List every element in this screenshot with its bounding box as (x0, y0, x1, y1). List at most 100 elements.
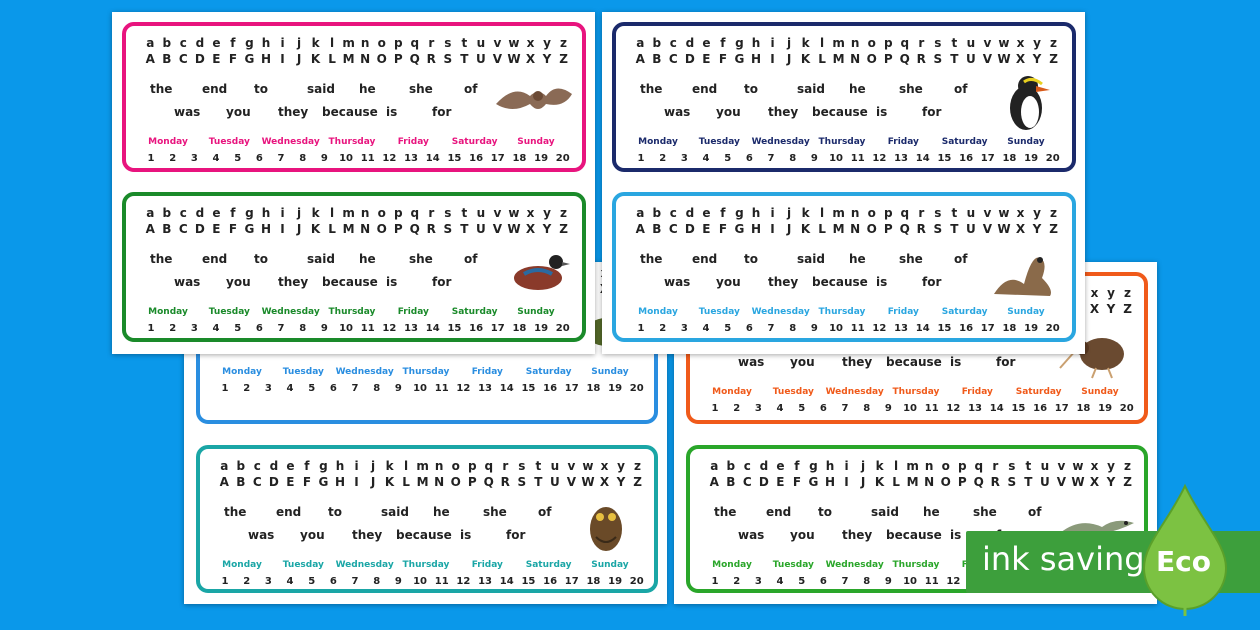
sight-word: end (276, 505, 302, 519)
letter-lowercase: k (311, 206, 320, 220)
number-label: 6 (329, 576, 337, 587)
letter-uppercase: V (492, 222, 503, 236)
number-label: 1 (147, 153, 155, 164)
number-label: 6 (329, 383, 337, 394)
letter-uppercase: W (1071, 475, 1085, 489)
letter-lowercase: k (875, 459, 884, 473)
number-label: 13 (478, 383, 493, 394)
letter-lowercase: w (508, 36, 520, 50)
letter-lowercase: p (467, 459, 477, 473)
sight-word: said (871, 505, 899, 519)
letter-uppercase: Q (973, 475, 984, 489)
letter-uppercase: O (866, 52, 877, 66)
letter-uppercase: I (770, 222, 775, 236)
number-label: 7 (841, 576, 849, 587)
letter-lowercase: d (195, 36, 205, 50)
letter-uppercase: G (244, 222, 255, 236)
number-label: 16 (543, 576, 558, 587)
sight-word: said (797, 252, 825, 266)
penguin-icon (1010, 76, 1050, 130)
letter-uppercase: K (310, 222, 321, 236)
day-label: Friday (471, 560, 503, 570)
letter-uppercase: H (824, 475, 835, 489)
letter-lowercase: o (377, 206, 386, 220)
number-label: 2 (243, 383, 251, 394)
letter-uppercase: E (776, 475, 785, 489)
letter-lowercase: g (735, 36, 744, 50)
letter-uppercase: A (635, 222, 645, 236)
letter-uppercase: J (786, 52, 792, 66)
number-label: 4 (776, 403, 784, 414)
day-label: Thursday (328, 307, 376, 317)
letter-uppercase: P (957, 475, 967, 489)
letter-uppercase: C (668, 52, 678, 66)
sight-word: for (922, 275, 942, 289)
letter-lowercase: w (998, 206, 1010, 220)
letter-lowercase: s (444, 36, 452, 50)
letter-lowercase: a (220, 459, 229, 473)
letter-uppercase: S (443, 222, 453, 236)
day-label: Friday (961, 387, 993, 397)
letter-lowercase: b (652, 206, 662, 220)
day-label: Thursday (818, 307, 866, 317)
letter-lowercase: p (393, 36, 403, 50)
letter-lowercase: q (484, 459, 494, 473)
day-label: Saturday (451, 137, 498, 147)
letter-lowercase: b (236, 459, 246, 473)
letter-uppercase: Z (1123, 302, 1132, 316)
days-row: Monday Tuesday Wednesday Thursday Friday Satu… (138, 307, 566, 317)
sight-word: the (714, 505, 737, 519)
letter-lowercase: e (702, 206, 711, 220)
letter-lowercase: d (685, 206, 695, 220)
letter-uppercase: K (384, 475, 395, 489)
letter-lowercase: e (702, 36, 711, 50)
letter-uppercase: Y (542, 52, 552, 66)
sight-word: of (954, 252, 968, 266)
sight-word: is (386, 105, 398, 119)
number-label: 10 (829, 153, 843, 164)
letter-uppercase: F (718, 222, 728, 236)
sight-word: to (254, 252, 268, 266)
letter-uppercase: T (460, 52, 469, 66)
letter-lowercase: x (526, 36, 535, 50)
letter-lowercase: l (820, 206, 825, 220)
ink-saving-label: ink saving (982, 540, 1145, 578)
letter-lowercase: s (444, 206, 452, 220)
sight-word: he (359, 252, 376, 266)
letter-lowercase: z (1124, 459, 1132, 473)
letter-lowercase: l (820, 36, 825, 50)
number-label: 8 (789, 153, 797, 164)
letter-lowercase: w (1072, 459, 1084, 473)
number-label: 3 (264, 576, 272, 587)
number-label: 3 (680, 323, 688, 334)
number-label: 4 (286, 576, 294, 587)
number-label: 9 (394, 383, 402, 394)
number-label: 4 (212, 323, 220, 334)
letter-uppercase: R (500, 475, 510, 489)
letter-lowercase: t (461, 206, 468, 220)
letter-lowercase: m (342, 206, 355, 220)
number-label: 6 (255, 323, 263, 334)
letter-lowercase: a (636, 206, 645, 220)
letter-uppercase: B (236, 475, 246, 489)
sight-word: of (464, 252, 478, 266)
letter-uppercase: N (850, 52, 861, 66)
letter-lowercase: b (162, 206, 172, 220)
letter-uppercase: G (318, 475, 329, 489)
letter-uppercase: O (866, 222, 877, 236)
letter-uppercase: Y (616, 475, 626, 489)
letter-lowercase: c (179, 206, 187, 220)
letter-uppercase: R (426, 222, 436, 236)
letter-lowercase: c (743, 459, 751, 473)
day-label: Tuesday (772, 387, 814, 397)
letter-uppercase: H (334, 475, 345, 489)
letter-uppercase: X (525, 222, 536, 236)
sight-word: because (812, 275, 868, 289)
